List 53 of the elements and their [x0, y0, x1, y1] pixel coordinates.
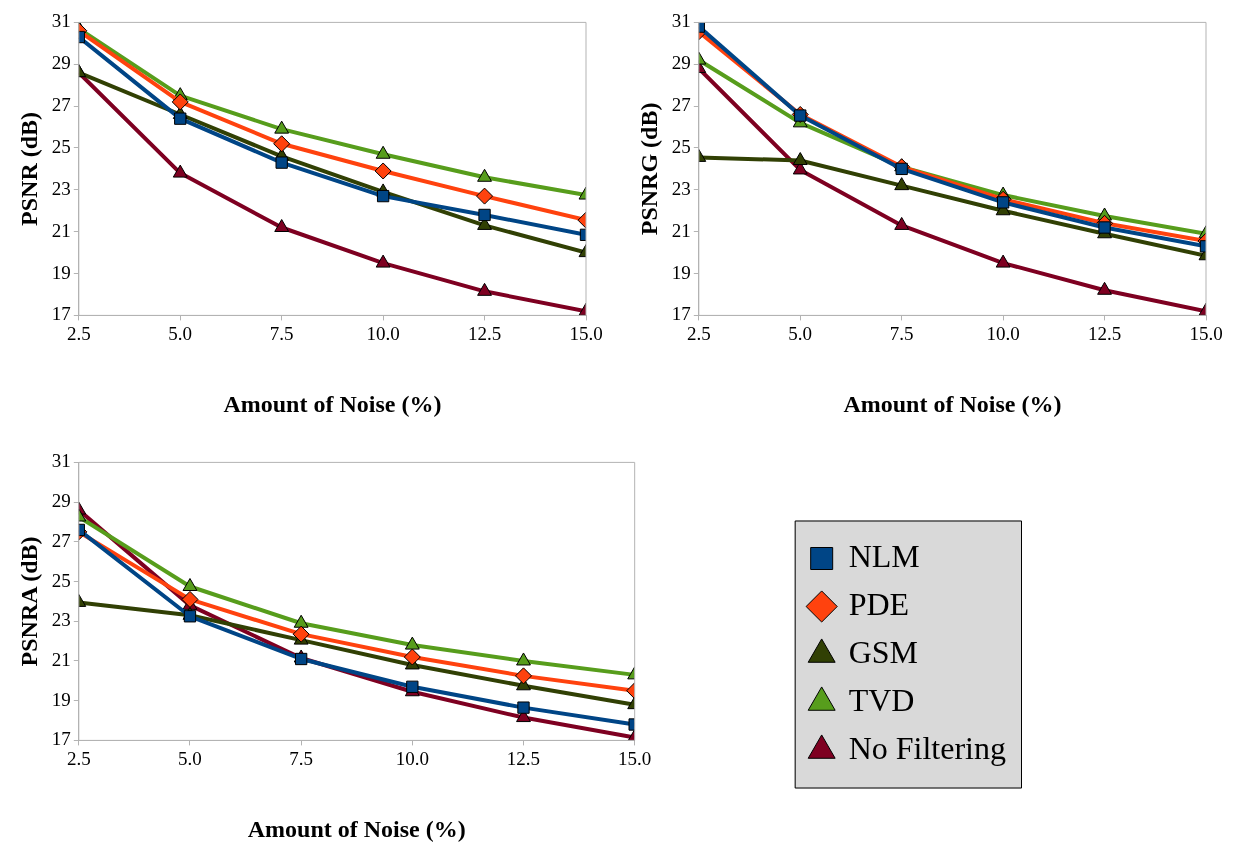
y-tick-label: 17: [51, 728, 71, 750]
x-tick-label: 7.5: [269, 322, 294, 344]
x-tick-label: 10.0: [395, 747, 429, 769]
x-tick-label: 12.5: [506, 747, 541, 769]
y-axis-title: PSNR (dB): [15, 111, 42, 226]
y-tick-label: 21: [671, 219, 691, 241]
y-tick-label: 25: [51, 569, 71, 591]
legend-label: GSM: [848, 633, 919, 670]
x-axis-title: Amount of Noise (%): [247, 815, 466, 842]
y-tick-label: 25: [51, 135, 71, 157]
x-axis-title: Amount of Noise (%): [843, 390, 1062, 417]
x-tick-label: 5.0: [178, 747, 202, 769]
y-tick-label: 27: [671, 94, 691, 116]
y-tick-label: 19: [671, 261, 691, 283]
y-tick-label: 29: [51, 490, 71, 512]
x-tick-label: 12.5: [467, 322, 502, 344]
y-tick-label: 17: [51, 303, 71, 325]
x-tick-label: 2.5: [66, 747, 91, 769]
y-tick-label: 21: [51, 648, 71, 670]
y-tick-label: 31: [51, 450, 71, 472]
y-axis-title: PSNRG (dB): [635, 102, 662, 236]
x-tick-label: 2.5: [686, 322, 711, 344]
legend-label: NLM: [848, 537, 920, 574]
x-tick-label: 15.0: [618, 747, 652, 769]
y-tick-label: 23: [671, 177, 691, 199]
y-tick-label: 23: [51, 177, 71, 199]
x-tick-label: 7.5: [889, 322, 914, 344]
x-tick-label: 7.5: [289, 747, 314, 769]
legend-label: No Filtering: [848, 729, 1006, 766]
y-tick-label: 27: [51, 529, 71, 551]
x-tick-label: 5.0: [168, 322, 193, 344]
y-tick-label: 31: [671, 10, 691, 32]
legend-label: PDE: [848, 585, 910, 622]
y-axis-title: PSNRA (dB): [15, 536, 42, 667]
y-tick-label: 27: [51, 94, 71, 116]
y-tick-label: 31: [51, 10, 71, 32]
x-axis-title: Amount of Noise (%): [223, 390, 442, 417]
y-tick-label: 19: [51, 688, 71, 710]
x-tick-label: 5.0: [788, 322, 813, 344]
x-tick-label: 10.0: [986, 322, 1020, 344]
x-tick-label: 2.5: [66, 322, 91, 344]
x-tick-label: 15.0: [569, 322, 603, 344]
y-tick-label: 25: [671, 135, 691, 157]
y-tick-label: 21: [51, 219, 71, 241]
x-tick-label: 15.0: [1189, 322, 1223, 344]
y-tick-label: 19: [51, 261, 71, 283]
y-tick-label: 23: [51, 609, 71, 631]
x-tick-label: 10.0: [366, 322, 400, 344]
y-tick-label: 29: [51, 52, 71, 74]
y-tick-label: 29: [671, 52, 691, 74]
legend-label: TVD: [848, 681, 915, 718]
x-tick-label: 12.5: [1087, 322, 1122, 344]
y-tick-label: 17: [671, 303, 691, 325]
